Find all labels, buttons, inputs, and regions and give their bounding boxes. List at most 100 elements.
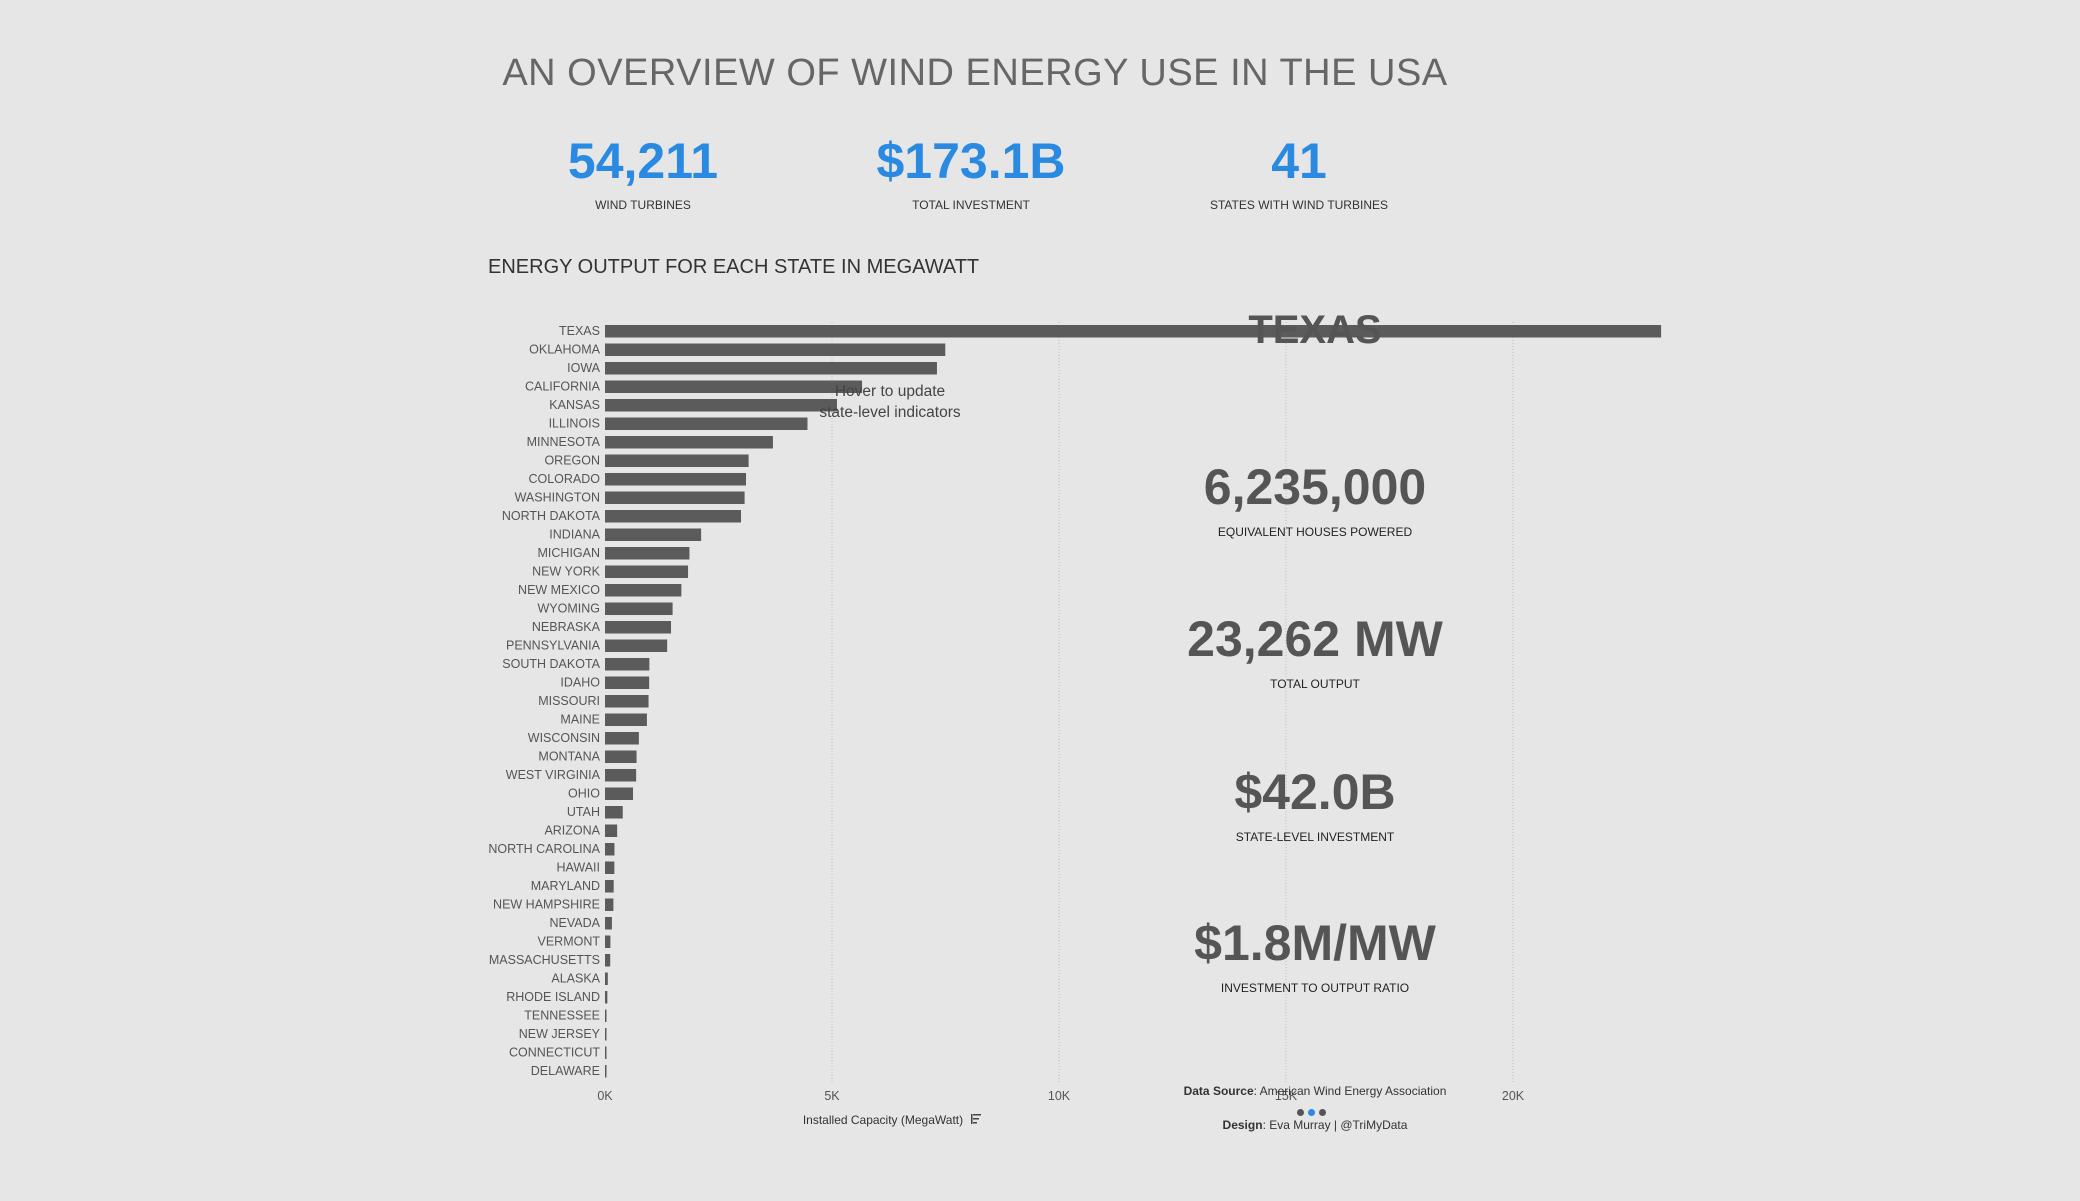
page-dots[interactable] (1297, 1103, 1330, 1121)
bar[interactable] (605, 806, 623, 819)
bar[interactable] (605, 602, 673, 616)
bar[interactable] (605, 362, 937, 375)
state-label: MINNESOTA (527, 435, 601, 449)
state-label: TENNESSEE (524, 1009, 600, 1023)
state-label: ARIZONA (544, 824, 600, 838)
bar[interactable] (605, 473, 747, 486)
state-label: HAWAII (556, 861, 600, 875)
state-label: CONNECTICUT (509, 1046, 600, 1060)
bar[interactable] (605, 639, 668, 653)
selected-state-name: TEXAS (1248, 308, 1382, 352)
page-dot[interactable] (1297, 1109, 1304, 1116)
houses-powered-indicator: 6,235,000 EQUIVALENT HOUSES POWERED (1115, 459, 1515, 539)
bar[interactable] (605, 769, 637, 782)
state-label: OHIO (568, 787, 600, 801)
investment-ratio-value: $1.8M/MW (1194, 915, 1436, 971)
state-label: OKLAHOMA (529, 343, 601, 357)
state-label: NEW YORK (532, 565, 600, 579)
bar[interactable] (605, 510, 742, 523)
x-tick-label: 10K (1048, 1089, 1071, 1103)
state-label: OREGON (544, 454, 600, 468)
sort-icon[interactable] (971, 1114, 981, 1124)
state-label: WISCONSIN (528, 731, 600, 745)
bar[interactable] (605, 732, 639, 745)
bar[interactable] (605, 528, 702, 542)
state-label: NEBRASKA (532, 620, 601, 634)
bar[interactable] (605, 880, 614, 893)
data-source-key: Data Source (1183, 1084, 1254, 1098)
design-key: Design (1222, 1118, 1263, 1132)
state-label: RHODE ISLAND (506, 990, 600, 1004)
state-investment-value: $42.0B (1234, 764, 1396, 820)
state-label: WYOMING (538, 602, 601, 616)
kpi-label: TOTAL INVESTMENT (912, 198, 1030, 212)
x-axis-title: Installed Capacity (MegaWatt) (803, 1113, 963, 1127)
bar[interactable] (605, 750, 637, 764)
state-label: NORTH DAKOTA (502, 509, 601, 523)
hover-hint-line-2: state-level indicators (819, 404, 961, 421)
state-label: NEW MEXICO (518, 583, 600, 597)
houses-powered-label: EQUIVALENT HOUSES POWERED (1217, 525, 1413, 539)
state-label: NEW JERSEY (519, 1027, 601, 1041)
chart-section-title: ENERGY OUTPUT FOR EACH STATE IN MEGAWATT (488, 256, 980, 278)
page-dot-active[interactable] (1308, 1109, 1315, 1116)
state-label: WASHINGTON (515, 491, 600, 505)
state-label: WEST VIRGINIA (506, 768, 601, 782)
bar[interactable] (605, 584, 682, 597)
kpi-label: WIND TURBINES (595, 198, 691, 212)
bar[interactable] (605, 972, 608, 986)
bar[interactable] (605, 787, 634, 801)
page-dot[interactable] (1319, 1109, 1326, 1116)
state-label: PENNSYLVANIA (506, 639, 601, 653)
bar[interactable] (605, 399, 837, 412)
kpi-value: $173.1B (876, 133, 1066, 189)
kpi-wind-turbines: 54,211 WIND TURBINES (463, 132, 823, 212)
bar[interactable] (605, 843, 615, 856)
x-tick-label: 5K (824, 1089, 840, 1103)
bar[interactable] (605, 1009, 607, 1023)
bar[interactable] (605, 1028, 607, 1041)
data-source-credit: Data Source: American Wind Energy Associ… (1115, 1084, 1515, 1098)
state-label: SOUTH DAKOTA (502, 657, 600, 671)
kpi-value: 54,211 (567, 133, 719, 189)
bar[interactable] (605, 380, 863, 394)
bar[interactable] (605, 935, 611, 949)
bar[interactable] (605, 861, 615, 875)
state-label: NEVADA (550, 916, 601, 930)
bar[interactable] (605, 954, 611, 967)
bar[interactable] (605, 417, 808, 431)
bar[interactable] (605, 454, 749, 468)
bar[interactable] (605, 565, 689, 579)
state-investment-indicator: $42.0B STATE-LEVEL INVESTMENT (1115, 764, 1515, 844)
x-tick-label: 15K (1275, 1089, 1298, 1103)
bar[interactable] (605, 547, 690, 560)
investment-ratio-label: INVESTMENT TO OUTPUT RATIO (1220, 981, 1410, 995)
investment-ratio-indicator: $1.8M/MW INVESTMENT TO OUTPUT RATIO (1115, 915, 1515, 995)
bar[interactable] (605, 658, 650, 671)
design-credit: Design: Eva Murray | @TriMyData (1115, 1118, 1515, 1132)
bar[interactable] (605, 991, 608, 1004)
bar[interactable] (605, 695, 649, 708)
state-label: MASSACHUSETTS (489, 953, 600, 967)
bar[interactable] (605, 343, 946, 357)
dashboard-title: AN OVERVIEW OF WIND ENERGY USE IN THE US… (502, 52, 1448, 94)
bar[interactable] (605, 713, 647, 727)
x-tick-label: 20K (1502, 1089, 1525, 1103)
bar[interactable] (605, 491, 745, 505)
bar[interactable] (605, 325, 1662, 338)
state-label: CALIFORNIA (525, 380, 601, 394)
bar[interactable] (605, 824, 618, 838)
state-label: VERMONT (538, 935, 601, 949)
bar[interactable] (605, 917, 612, 930)
bar[interactable] (605, 1046, 607, 1060)
bar[interactable] (605, 621, 672, 634)
state-label: TEXAS (559, 324, 600, 338)
kpi-label: STATES WITH WIND TURBINES (1209, 198, 1388, 212)
kpi-value: 41 (1271, 133, 1327, 189)
bar[interactable] (605, 898, 614, 912)
bar[interactable] (605, 1065, 607, 1078)
state-label: COLORADO (528, 472, 600, 486)
bar[interactable] (605, 676, 650, 690)
bar[interactable] (605, 436, 773, 449)
